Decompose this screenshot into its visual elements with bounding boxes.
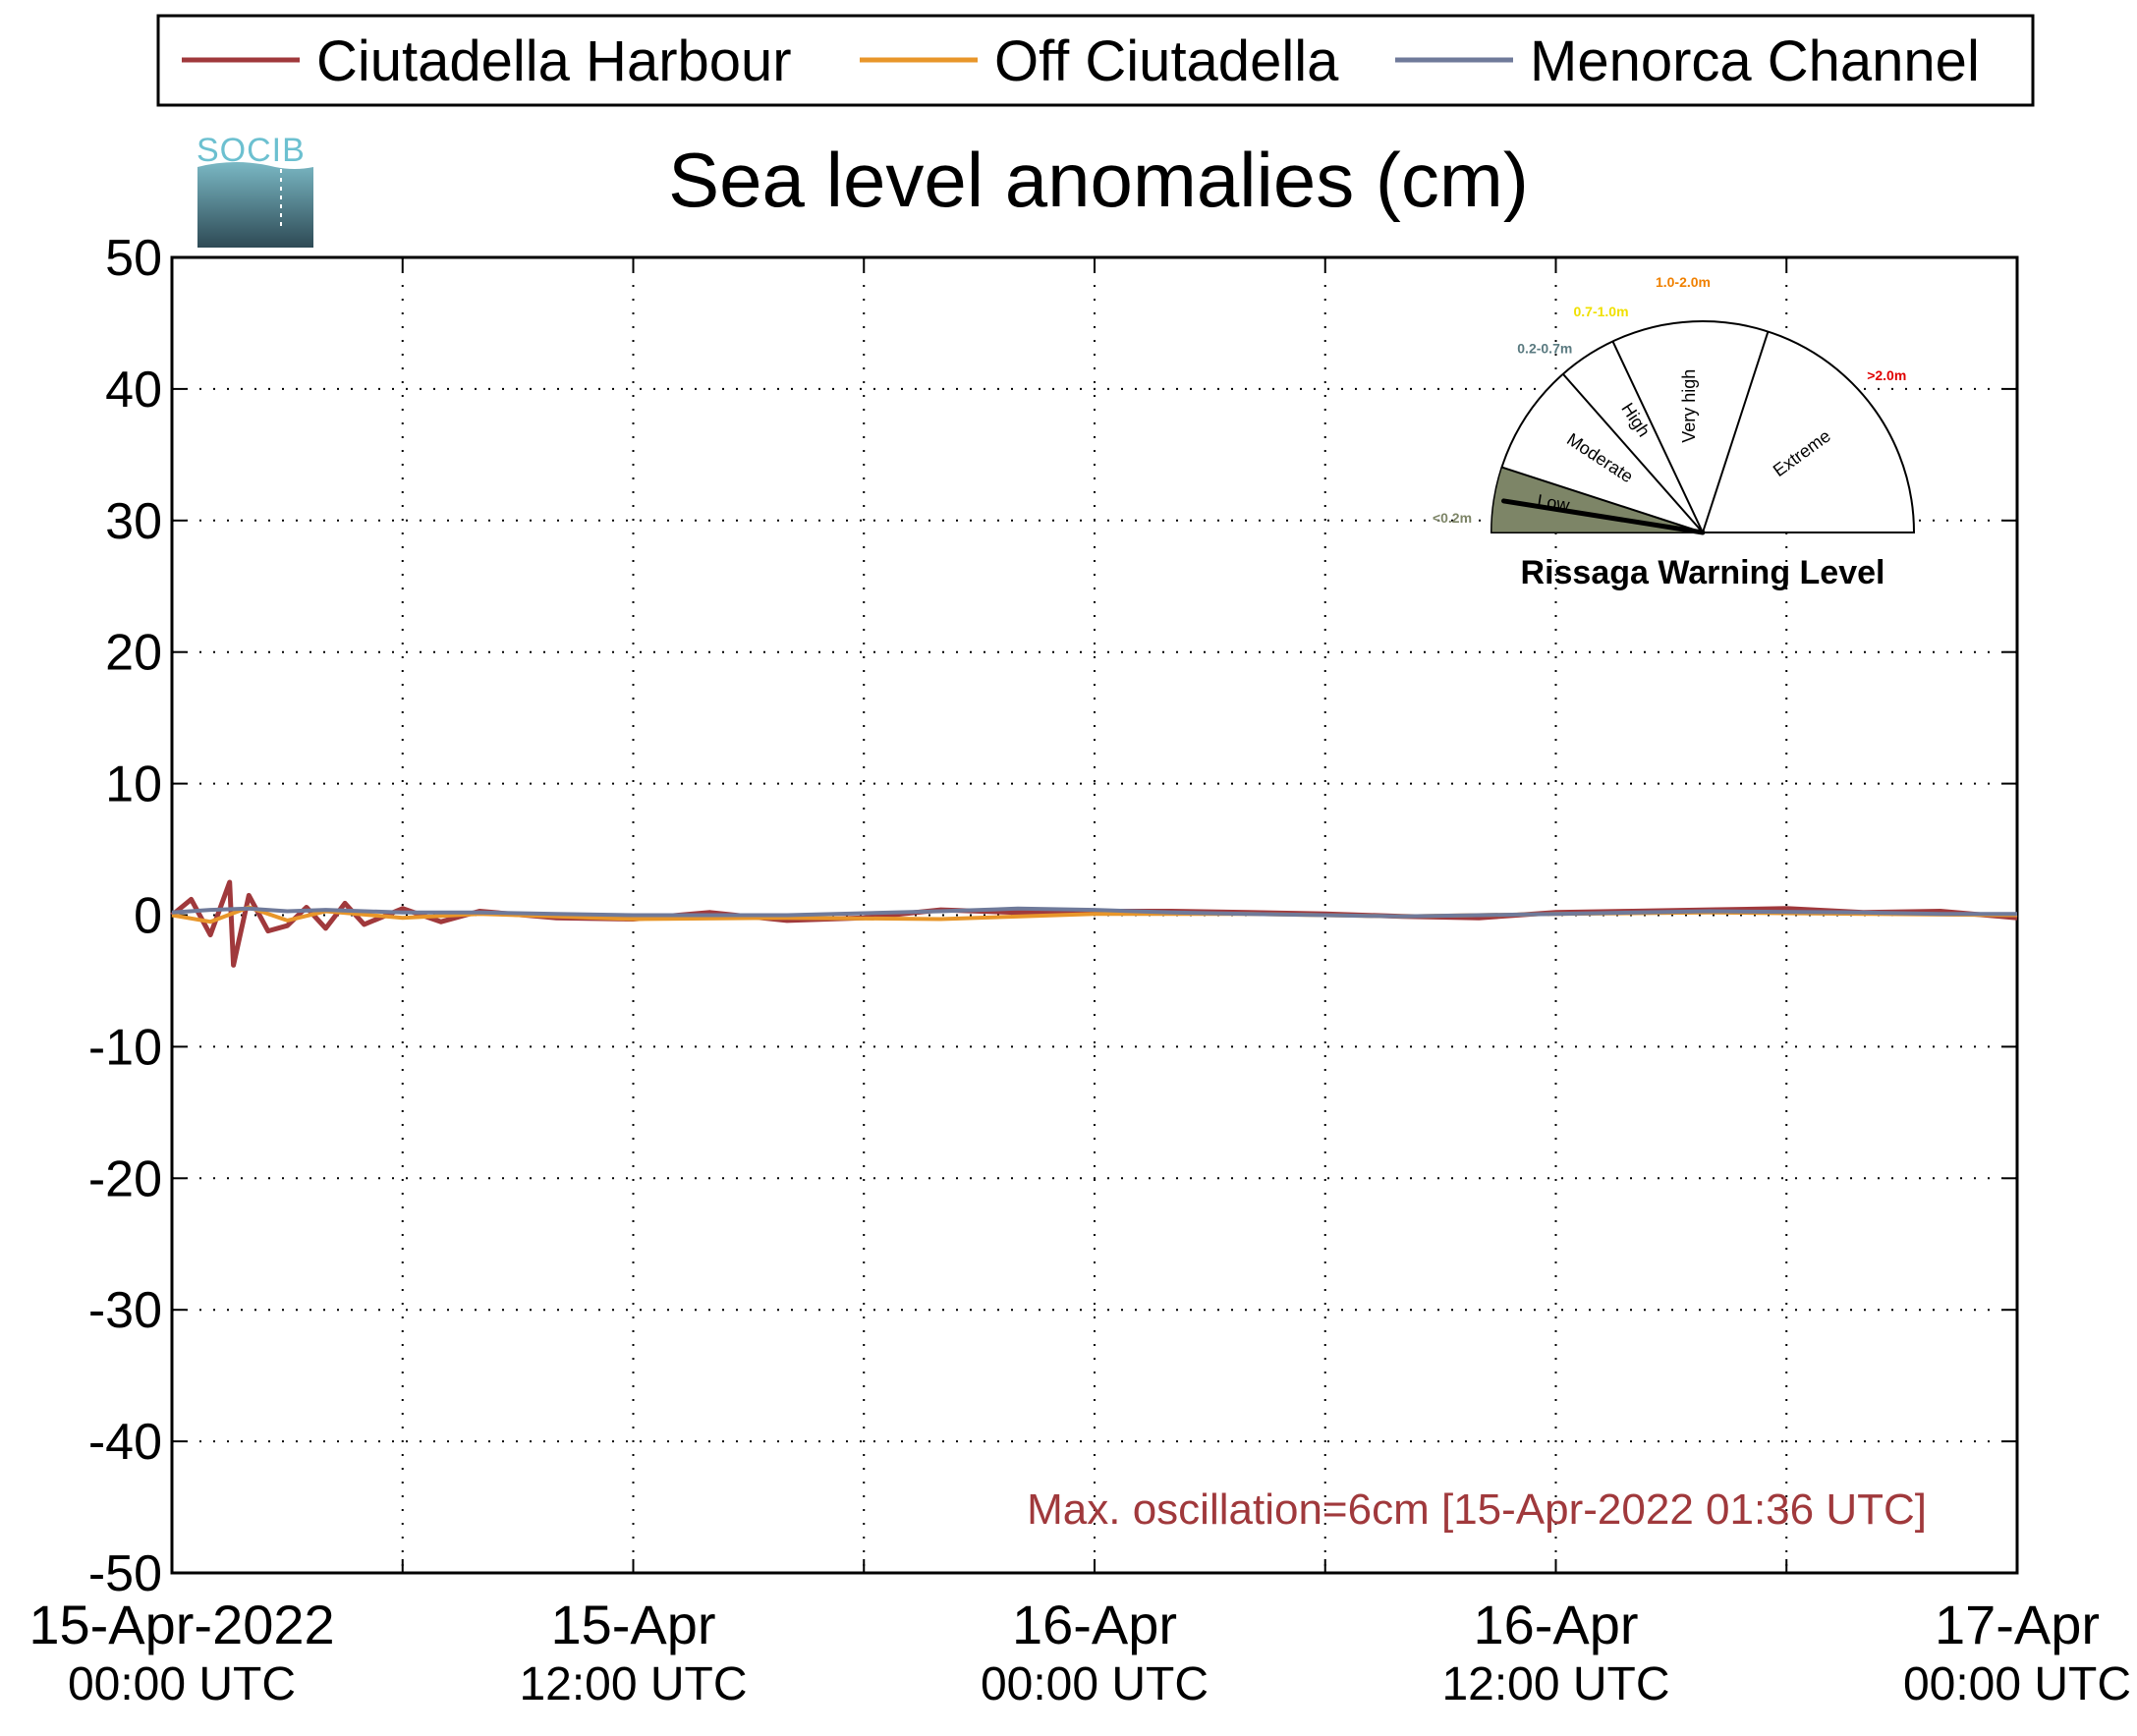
gauge-range-label: 1.0-2.0m	[1656, 274, 1711, 290]
chart-title: Sea level anomalies (cm)	[668, 137, 1529, 223]
x-tick-label: 15-Apr	[550, 1594, 715, 1655]
gauge-divider	[1501, 466, 1704, 533]
x-tick-sublabel: 00:00 UTC	[981, 1658, 1209, 1710]
gauge-divider	[1562, 373, 1704, 533]
legend: Ciutadella Harbour Off Ciutadella Menorc…	[156, 14, 2035, 107]
legend-label-menorca-channel: Menorca Channel	[1530, 29, 1980, 93]
y-tick-label: 20	[105, 625, 162, 682]
gauge-arc	[1490, 320, 1916, 533]
legend-label-ciutadella-harbour: Ciutadella Harbour	[316, 29, 792, 93]
gauge-divider	[1702, 331, 1770, 533]
y-tick-label: 10	[105, 756, 162, 813]
gauge-sector-label: Very high	[1679, 369, 1699, 443]
y-tick-label: -40	[88, 1414, 162, 1471]
x-tick-label: 15-Apr-2022	[28, 1594, 334, 1655]
series-lines	[170, 879, 2018, 968]
gauge-needle	[1501, 498, 1706, 535]
x-tick-sublabel: 00:00 UTC	[1903, 1658, 2131, 1710]
x-tick-label: 17-Apr	[1935, 1594, 2100, 1655]
gauge-range-label: >2.0m	[1867, 367, 1906, 383]
series-line-menorca-channel	[171, 906, 2017, 919]
y-tick-label: 40	[105, 362, 162, 419]
gauge-divider	[1611, 341, 1704, 533]
y-axis: 50 40 30 20 10 0 -10 -20 -30 -40 -50	[88, 230, 2017, 1602]
gauge-range-label: 0.7-1.0m	[1574, 304, 1629, 319]
y-tick-label: -10	[88, 1019, 162, 1076]
x-tick-sublabel: 00:00 UTC	[68, 1658, 296, 1710]
x-tick-sublabel: 12:00 UTC	[519, 1658, 747, 1710]
y-tick-label: -30	[88, 1282, 162, 1339]
gauge-range-label: 0.2-0.7m	[1517, 341, 1572, 357]
y-tick-label: 30	[105, 493, 162, 550]
rissaga-warning-gauge: Low<0.2mModerate0.2-0.7mHigh0.7-1.0mVery…	[1433, 274, 1916, 591]
max-oscillation-annotation: Max. oscillation=6cm [15-Apr-2022 01:36 …	[1027, 1485, 1927, 1534]
x-tick-label: 16-Apr	[1473, 1594, 1638, 1655]
legend-label-off-ciutadella: Off Ciutadella	[994, 29, 1339, 93]
x-tick-label: 16-Apr	[1012, 1594, 1177, 1655]
gauge-range-label: <0.2m	[1433, 510, 1472, 526]
gauge-title: Rissaga Warning Level	[1521, 554, 1885, 591]
y-tick-label: 0	[134, 888, 162, 945]
y-tick-label: -50	[88, 1545, 162, 1602]
socib-logo: SOCIB	[197, 132, 313, 248]
x-tick-sublabel: 12:00 UTC	[1441, 1658, 1669, 1710]
y-tick-label: 50	[105, 230, 162, 287]
y-tick-label: -20	[88, 1150, 162, 1207]
svg-text:SOCIB: SOCIB	[197, 132, 306, 169]
